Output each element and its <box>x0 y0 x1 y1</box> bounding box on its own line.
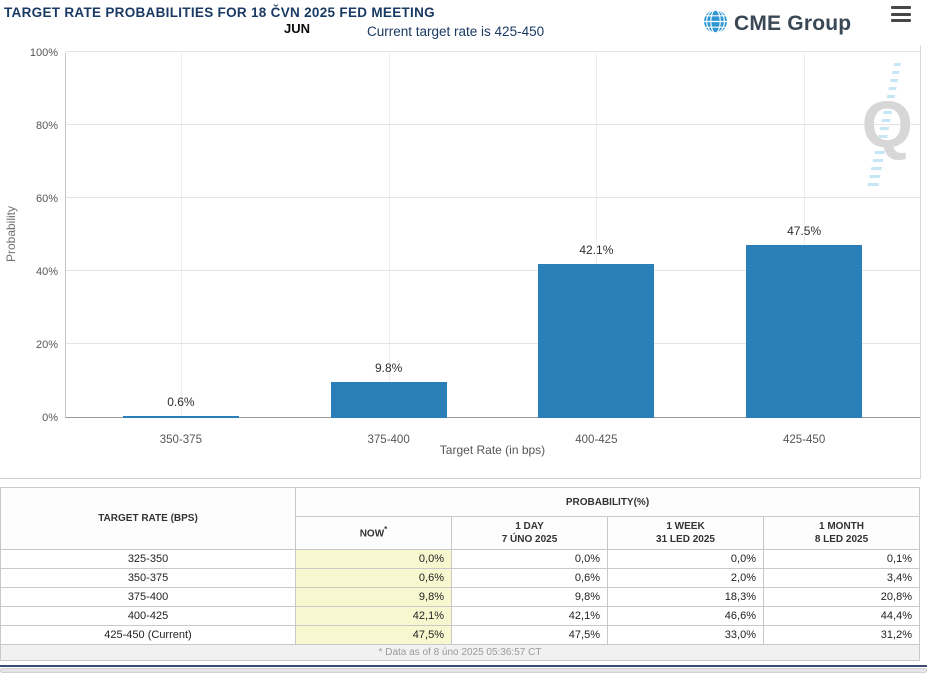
menu-hamburger-icon[interactable] <box>891 6 911 22</box>
page-title: TARGET RATE PROBABILITIES FOR 18 ČVN 202… <box>4 5 435 20</box>
table-header-now: NOW* <box>295 516 452 550</box>
gridline-vertical <box>596 53 598 418</box>
watermark-q-letter: Q <box>861 87 913 161</box>
bar-value-label: 9.8% <box>374 361 403 376</box>
gridline-horizontal <box>66 343 920 344</box>
probability-cell: 44,4% <box>763 606 920 626</box>
probability-cell: 31,2% <box>763 625 920 645</box>
table-row: 350-375 0,6% 0,6% 2,0% 3,4% <box>0 568 920 588</box>
probability-cell: 0,0% <box>607 549 764 569</box>
quikstrike-watermark: Q <box>845 63 915 193</box>
probability-cell: 9,8% <box>295 587 452 607</box>
table-header-target-rate: TARGET RATE (BPS) <box>0 487 296 550</box>
logo-text: CME Group <box>734 12 852 35</box>
probability-cell: 0,1% <box>763 549 920 569</box>
probability-cell: 46,6% <box>607 606 764 626</box>
rate-range-cell: 400-425 <box>0 606 296 626</box>
rate-range-cell: 425-450 (Current) <box>0 625 296 645</box>
table-header-1week: 1 WEEK 31 LED 2025 <box>607 516 764 550</box>
probability-cell: 47,5% <box>451 625 608 645</box>
bottom-scroll-track[interactable] <box>0 668 927 673</box>
probability-cell: 42,1% <box>451 606 608 626</box>
gridline-vertical <box>804 53 806 418</box>
table-row: 400-425 42,1% 42,1% 46,6% 44,4% <box>0 606 920 626</box>
table-header-1month: 1 MONTH 8 LED 2025 <box>763 516 920 550</box>
plot-area <box>65 51 920 418</box>
probability-cell: 18,3% <box>607 587 764 607</box>
probability-cell: 42,1% <box>295 606 452 626</box>
bar-350-375[interactable] <box>122 415 239 418</box>
y-tick-label: 80% <box>35 120 58 132</box>
probability-cell: 0,6% <box>451 568 608 588</box>
y-tick-label: 40% <box>35 266 58 278</box>
cme-group-logo[interactable]: CME Group <box>703 9 851 39</box>
probability-cell: 9,8% <box>451 587 608 607</box>
probability-table: TARGET RATE (BPS) PROBABILITY(%) NOW* 1 … <box>0 487 920 661</box>
bar-value-label: 42.1% <box>579 243 614 258</box>
probability-bar-chart: Probability 0.6% 350-375 9.8% 375-400 42.1% 4… <box>0 45 921 479</box>
gridline-horizontal <box>66 51 920 52</box>
gridline-horizontal <box>66 124 920 125</box>
bar-425-450[interactable] <box>746 244 863 418</box>
probability-cell: 3,4% <box>763 568 920 588</box>
x-category-label: 375-400 <box>367 434 410 446</box>
bar-400-425[interactable] <box>538 264 655 418</box>
probability-cell: 0,0% <box>451 549 608 569</box>
rate-range-cell: 325-350 <box>0 549 296 569</box>
y-tick-label: 20% <box>35 339 58 351</box>
x-category-label: 400-425 <box>575 434 618 446</box>
x-axis-title: Target Rate (in bps) <box>439 443 546 457</box>
probability-cell: 33,0% <box>607 625 764 645</box>
bars-layer: 0.6% 350-375 9.8% 375-400 42.1% 400-425 47.5% 4… <box>77 53 908 446</box>
gridline-horizontal <box>66 270 920 271</box>
x-category-label: 350-375 <box>159 434 202 446</box>
probability-cell: 0,0% <box>295 549 452 569</box>
y-tick-label: 0% <box>42 412 58 424</box>
meeting-month-label: JUN <box>284 21 311 36</box>
gridline-vertical <box>388 53 390 418</box>
probability-cell: 20,8% <box>763 587 920 607</box>
bar-value-label: 47.5% <box>787 223 822 238</box>
y-tick-label: 60% <box>35 193 58 205</box>
table-header-probability: PROBABILITY(%) <box>295 487 920 517</box>
bar-value-label: 0.6% <box>167 394 195 409</box>
table-row: 325-350 0,0% 0,0% 0,0% 0,1% <box>0 549 920 569</box>
data-as-of-footnote: * Data as of 8 úno 2025 05:36:57 CT <box>0 644 920 661</box>
bottom-navy-divider <box>0 665 927 667</box>
table-row: 375-400 9,8% 9,8% 18,3% 20,8% <box>0 587 920 607</box>
probability-cell: 2,0% <box>607 568 764 588</box>
probability-cell: 47,5% <box>295 625 452 645</box>
rate-range-cell: 350-375 <box>0 568 296 588</box>
gridline-horizontal <box>66 197 920 198</box>
y-tick-label: 100% <box>29 47 58 59</box>
bar-375-400[interactable] <box>330 382 447 418</box>
globe-icon <box>703 9 728 39</box>
table-header-1day: 1 DAY 7 ÚNO 2025 <box>451 516 608 550</box>
probability-cell: 0,6% <box>295 568 452 588</box>
gridline-vertical <box>180 53 182 418</box>
table-row: 425-450 (Current) 47,5% 47,5% 33,0% 31,2% <box>0 625 920 645</box>
x-category-label: 425-450 <box>783 434 826 446</box>
rate-range-cell: 375-400 <box>0 587 296 607</box>
current-target-rate-note: Current target rate is 425-450 <box>367 24 545 39</box>
